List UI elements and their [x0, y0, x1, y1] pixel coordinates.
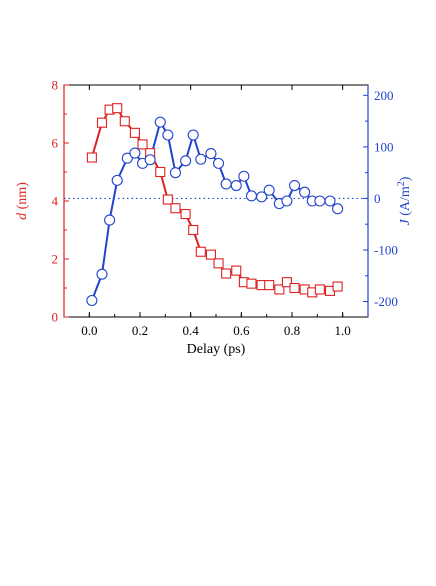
- y-right-tick-label: 0: [374, 191, 381, 206]
- series-j-point: [256, 191, 268, 203]
- y-axis-right-label-unit-sup: 2: [396, 181, 407, 186]
- series-j-point: [263, 184, 275, 196]
- series-d-point: [96, 117, 108, 128]
- series-d-point: [231, 265, 242, 276]
- series-j-point: [129, 147, 141, 159]
- series-d-point: [274, 284, 285, 295]
- series-j-point: [86, 294, 98, 307]
- series-j-point: [121, 152, 133, 164]
- y-axis-right-label-unit-suffix: ): [398, 176, 413, 181]
- x-tick-label: 0.4: [183, 323, 200, 338]
- series-j-point: [111, 174, 123, 186]
- series-d-point: [170, 203, 181, 214]
- series-d-point: [188, 224, 199, 236]
- series-j-point: [96, 268, 108, 280]
- series-j-point: [245, 190, 258, 202]
- series-j-point: [238, 170, 250, 182]
- axes-layer: 0.0 0.2 0.4 0.6 0.8 1.0 0 2 4 6 8 -200 -100 0 100 200: [52, 78, 398, 339]
- series-j-point: [324, 195, 336, 207]
- series-d-point: [112, 103, 123, 114]
- y-right-tick-label: -200: [374, 294, 398, 309]
- x-tick-label: 0.2: [132, 323, 148, 338]
- series-j-point: [230, 179, 242, 192]
- y-left-tick-label: 6: [52, 136, 59, 151]
- series-d-point: [289, 282, 300, 294]
- series-d-point: [195, 246, 206, 257]
- series-j-point: [220, 178, 232, 190]
- series-d-point: [86, 152, 97, 163]
- x-tick-label: 1.0: [335, 323, 351, 338]
- series-d-point: [180, 209, 191, 220]
- y-axis-left-label-symbol: d: [15, 212, 30, 220]
- x-tick-label: 0.0: [81, 323, 97, 338]
- series-j-point: [162, 129, 174, 141]
- y-axis-right-label-symbol: J: [398, 218, 413, 225]
- series-d-point: [162, 194, 173, 205]
- series-j-point: [205, 148, 217, 160]
- y-right-tick-label: 200: [374, 88, 394, 103]
- series-d-point: [213, 258, 224, 269]
- y-left-tick-label: 8: [52, 78, 59, 93]
- series-j-point: [187, 129, 199, 141]
- series-d-point: [137, 139, 148, 150]
- series-layer: [86, 103, 344, 307]
- series-j-point: [299, 186, 311, 198]
- series-d-point: [129, 127, 140, 138]
- y-right-tick-label: 100: [374, 139, 394, 154]
- y-axis-left-label: d (nm): [15, 182, 30, 220]
- x-tick-label: 0.6: [233, 323, 250, 338]
- series-j-point: [288, 179, 301, 192]
- series-j-point: [144, 154, 156, 166]
- series-d-point: [332, 281, 343, 292]
- x-axis-label: Delay (ps): [187, 342, 246, 357]
- y-axis-left-label-unit: (nm): [15, 182, 30, 213]
- series-d-point: [155, 166, 166, 178]
- series-j-point: [169, 167, 182, 179]
- series-d-point: [264, 280, 275, 291]
- y-left-tick-label: 4: [52, 194, 59, 209]
- series-d-point: [314, 284, 325, 295]
- series-d-point: [205, 249, 216, 260]
- series-j-line: [90, 121, 339, 301]
- series-j-point: [281, 195, 293, 207]
- series-j-point: [195, 153, 207, 165]
- series-j-point: [332, 203, 344, 215]
- y-axis-right-label-unit-prefix: (A/m: [398, 186, 413, 219]
- y-left-tick-label: 0: [52, 310, 59, 325]
- series-j-point: [104, 214, 116, 226]
- series-d-point: [246, 278, 257, 289]
- series-j-point: [180, 155, 192, 167]
- series-j-point: [154, 116, 166, 128]
- series-d-point: [281, 277, 292, 288]
- series-d-point: [221, 268, 232, 279]
- series-j-point: [314, 195, 326, 207]
- y-right-tick-label: -100: [374, 242, 398, 257]
- y-axis-right-label: J (A/m2): [396, 176, 414, 225]
- series-j-point: [212, 157, 225, 169]
- y-left-tick-label: 2: [52, 252, 59, 267]
- x-tick-label: 0.8: [284, 323, 300, 338]
- series-d-point: [119, 116, 130, 127]
